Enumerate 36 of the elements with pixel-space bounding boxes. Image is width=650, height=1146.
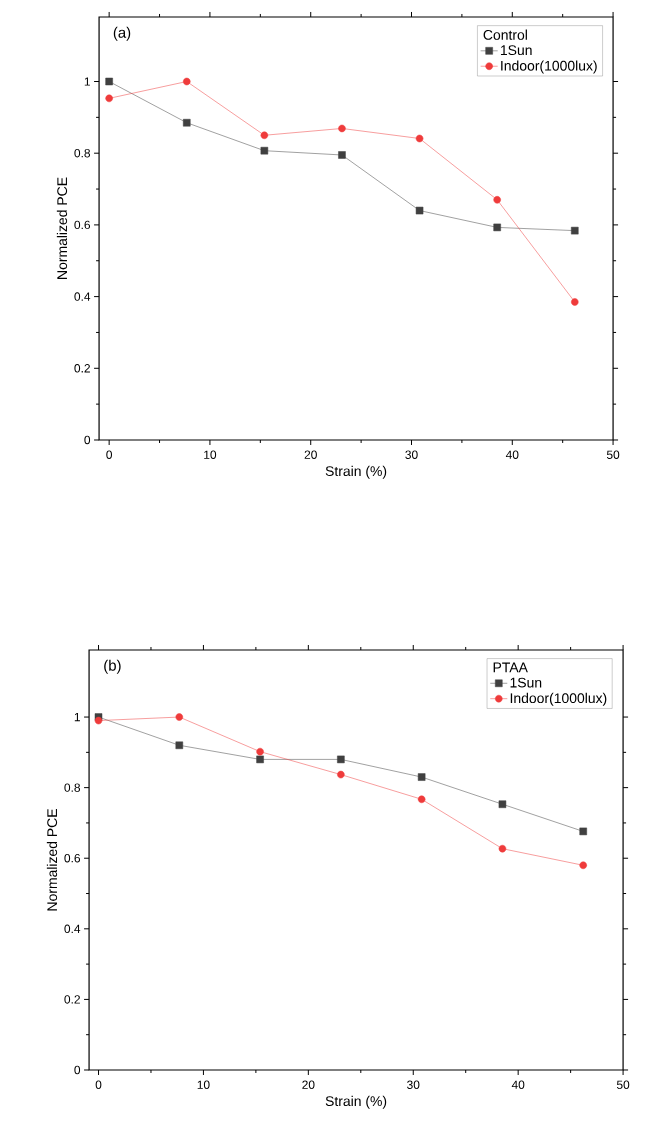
legend-label: 1Sun [500,45,532,56]
y-tick-label: 0.2 [64,995,80,1004]
y-tick-label: 0 [84,435,91,445]
x-tick-label: 0 [95,1080,102,1089]
y-tick-label: 1 [74,712,80,722]
x-tick-label: 30 [407,1080,420,1089]
x-tick-label: 50 [616,1080,630,1089]
x-axis-title: Strain (%) [325,465,387,479]
legend-title: Control [483,29,527,40]
x-tick-label: 40 [511,1080,525,1089]
annotation: (b) [104,659,121,674]
x-tick-label: 0 [106,450,112,459]
y-tick-label: 0 [74,1065,81,1075]
y-tick-label: 0.6 [74,220,90,230]
legend-label: Indoor(1000lux) [510,692,607,706]
y-tick-label: 0.2 [74,364,90,373]
y-axis-title: Normalized PCE [46,809,58,911]
y-tick-label: 1 [84,77,90,86]
legend-label: 1Sun [510,677,542,688]
x-tick-label: 40 [505,450,519,459]
annotation: (a) [113,26,131,41]
y-tick-label: 0.8 [74,148,90,158]
x-tick-label: 10 [197,1080,210,1089]
x-tick-label: 20 [304,450,317,459]
y-axis-title: Normalized PCE [56,177,68,279]
x-axis-title: Strain (%) [325,1095,387,1109]
legend-label: Indoor(1000lux) [501,60,597,74]
y-tick-label: 0.8 [64,783,80,792]
x-tick-label: 20 [302,1080,315,1089]
x-tick-label: 10 [204,450,217,459]
legend-title: PTAA [493,662,528,673]
x-tick-label: 50 [606,450,620,459]
y-tick-label: 0.6 [64,854,80,863]
x-tick-label: 30 [405,450,418,459]
y-tick-label: 0.4 [64,924,81,934]
y-tick-label: 0.4 [74,292,91,301]
